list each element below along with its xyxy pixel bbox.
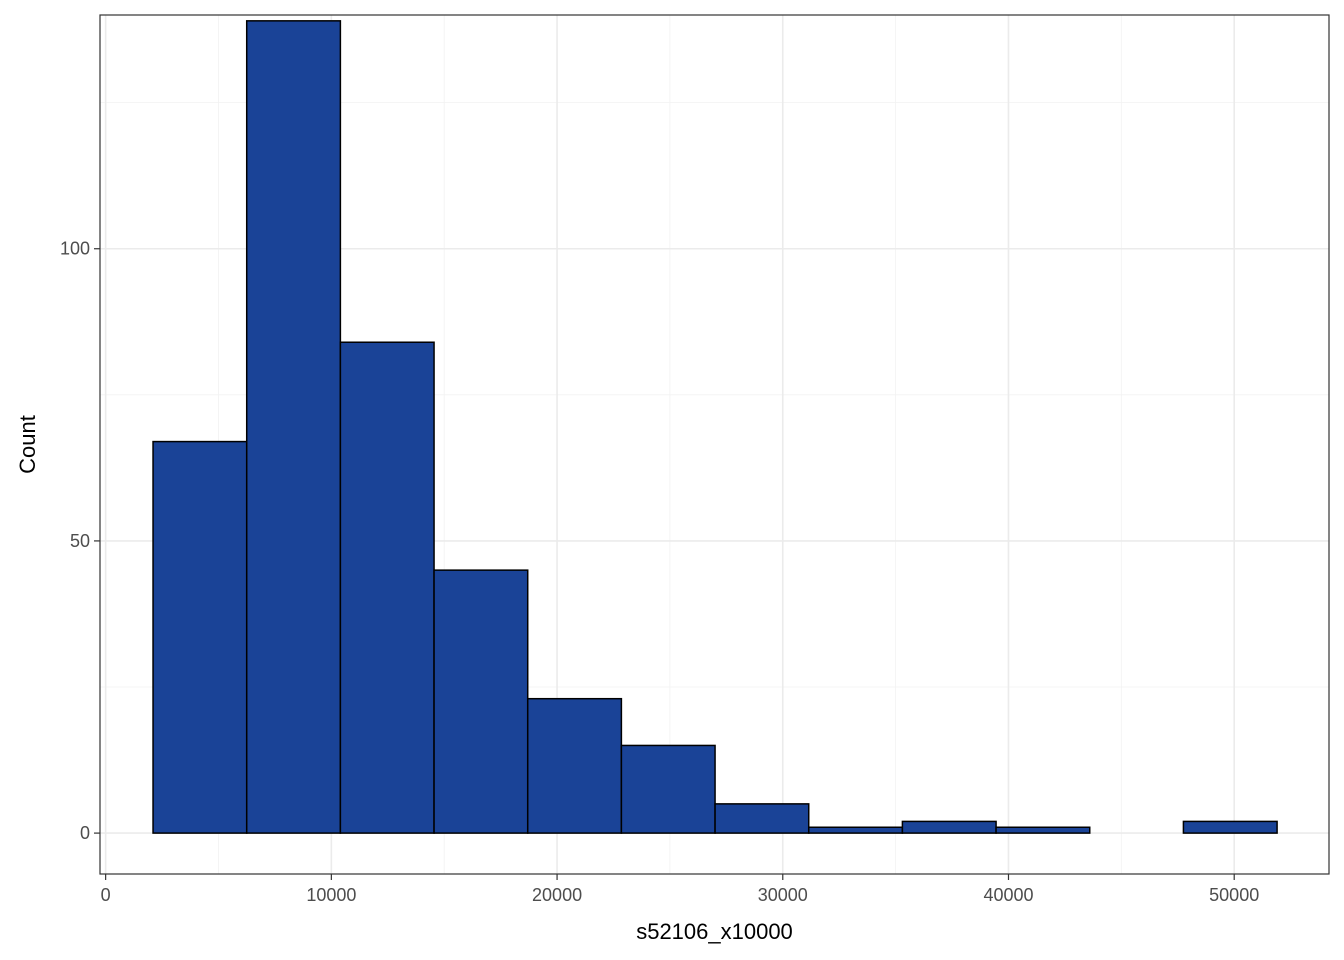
y-axis-title: Count (15, 415, 40, 474)
y-tick-label: 100 (60, 239, 90, 259)
x-tick-label: 40000 (983, 885, 1033, 905)
panel-border (99, 14, 1330, 875)
histogram-bar (526, 697, 623, 834)
histogram-bar (245, 20, 342, 834)
histogram-bar (152, 440, 248, 834)
histogram-bar (807, 826, 904, 834)
y-tick-label: 0 (80, 823, 90, 843)
x-tick-label: 0 (101, 885, 111, 905)
histogram-bar (1182, 820, 1278, 834)
histogram-bar (714, 803, 810, 834)
histogram-bar (995, 826, 1091, 834)
histogram-bar (339, 341, 435, 834)
y-tick-label: 50 (70, 531, 90, 551)
histogram-bar (433, 569, 529, 834)
axis-ticks: 0 10000 20000 30000 40000 50000 0 50 100 (60, 239, 1259, 905)
histogram-bar (901, 820, 997, 834)
x-tick-label: 20000 (532, 885, 582, 905)
x-tick-label: 10000 (306, 885, 356, 905)
x-tick-label: 30000 (758, 885, 808, 905)
x-axis-title: s52106_x10000 (636, 919, 793, 944)
histogram-bars (152, 20, 1278, 834)
x-tick-label: 50000 (1209, 885, 1259, 905)
histogram-bar (620, 744, 716, 834)
